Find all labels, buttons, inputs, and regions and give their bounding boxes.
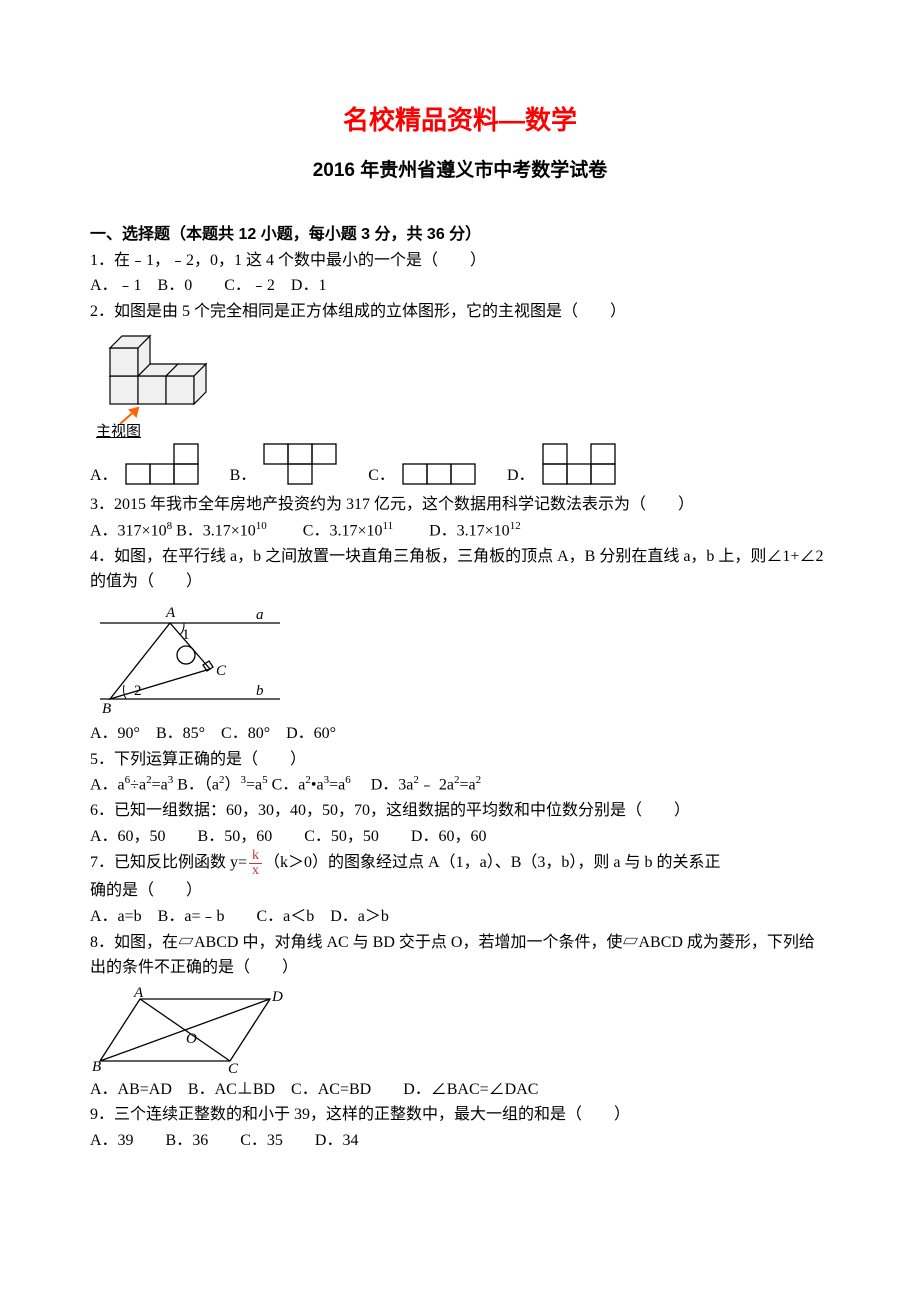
q1-text: 1．在﹣1，﹣2，0，1 这 4 个数中最小的一个是（ ） — [90, 248, 830, 274]
triangle-lines-icon: A B C a b 1 2 — [90, 599, 290, 719]
q7-options: A．a=b B．a=﹣b C．a＜b D．a＞b — [90, 904, 830, 930]
q4-figure: A B C a b 1 2 — [90, 599, 830, 719]
opt-label: B． — [230, 463, 257, 489]
txt: =a — [460, 777, 476, 794]
sup: 6 — [345, 774, 351, 786]
q5-b: B．（a — [177, 777, 219, 794]
title-sub: 2016 年贵州省遵义市中考数学试卷 — [90, 156, 830, 186]
q8-options: A．AB=AD B．AC⊥BD C．AC=BD D．∠BAC=∠DAC — [90, 1077, 830, 1103]
front-view-label: 主视图 — [96, 423, 141, 438]
q9-text: 9．三个连续正整数的和小于 39，这样的正整数中，最大一组的和是（ ） — [90, 1102, 830, 1128]
q4-text: 4．如图，在平行线 a，b 之间放置一块直角三角板，三角板的顶点 A，B 分别在… — [90, 544, 830, 595]
sup: 3 — [168, 774, 174, 786]
frac-den: x — [249, 864, 262, 878]
txt: ﹣ 2a — [419, 777, 454, 794]
q7-suffix: （k＞0）的图象经过点 A（1，a）、B（3，b），则 a 与 b 的关系正 — [264, 855, 720, 872]
svg-text:B: B — [92, 1059, 101, 1075]
sup: 11 — [383, 520, 394, 532]
q6-text: 6．已知一组数据：60，30，40，50，70，这组数据的平均数和中位数分别是（… — [90, 798, 830, 824]
q2-opt-c: C． — [368, 462, 479, 488]
q5-d: D．3a — [355, 777, 414, 794]
q7-prefix: 7．已知反比例函数 y= — [90, 855, 247, 872]
q2-main-figure: 主视图 — [90, 328, 830, 438]
opt-label: A． — [90, 463, 118, 489]
q2-opt-d: D． — [507, 442, 619, 488]
sup: 10 — [256, 520, 267, 532]
q3-text: 3．2015 年我市全年房地产投资约为 317 亿元，这个数据用科学记数法表示为… — [90, 492, 830, 518]
q2-text: 2．如图是由 5 个完全相同是正方体组成的立体图形，它的主视图是（ ） — [90, 299, 830, 325]
section-header: 一、选择题（本题共 12 小题，每小题 3 分，共 36 分） — [90, 222, 830, 248]
q2-options: A． B． C． — [90, 442, 830, 488]
q8-figure: A D B C O — [90, 985, 830, 1075]
q3-b: B．3.17×10 — [176, 522, 256, 539]
q6-options: A．60，50 B．50，60 C．50，50 D．60，60 — [90, 824, 830, 850]
svg-text:C: C — [228, 1061, 239, 1075]
svg-text:A: A — [133, 985, 144, 1001]
grid-icon — [399, 462, 479, 488]
svg-text:b: b — [256, 683, 264, 699]
exam-page: 名校精品资料—数学 2016 年贵州省遵义市中考数学试卷 一、选择题（本题共 1… — [0, 0, 920, 1214]
sup: 2 — [476, 774, 482, 786]
txt: ÷a — [130, 777, 146, 794]
sup: 8 — [167, 520, 173, 532]
txt: ） — [224, 777, 240, 794]
q2-opt-a: A． — [90, 442, 202, 488]
q4-options: A．90° B．85° C．80° D．60° — [90, 721, 830, 747]
q8-text: 8．如图，在▱ABCD 中，对角线 AC 与 BD 交于点 O，若增加一个条件，… — [90, 930, 830, 981]
opt-label: C． — [368, 463, 395, 489]
svg-text:O: O — [186, 1031, 197, 1047]
q3-a: A．317×10 — [90, 522, 167, 539]
grid-icon — [122, 442, 202, 488]
svg-text:2: 2 — [134, 683, 142, 699]
cube-figure-icon: 主视图 — [90, 328, 240, 438]
txt: =a — [329, 777, 345, 794]
fraction-icon: kx — [249, 849, 262, 878]
svg-text:B: B — [102, 701, 111, 717]
txt: =a — [152, 777, 168, 794]
q1-options: A．﹣1 B．0 C．﹣2 D．1 — [90, 273, 830, 299]
svg-text:C: C — [216, 663, 227, 679]
q5-text: 5．下列运算正确的是（ ） — [90, 747, 830, 773]
q5-c: C．a — [272, 777, 306, 794]
q3-options: A．317×108 B．3.17×1010 C．3.17×1011 D．3.17… — [90, 518, 830, 544]
txt: •a — [311, 777, 324, 794]
grid-icon — [539, 442, 619, 488]
q7-line2: 确的是（ ） — [90, 878, 830, 904]
grid-icon — [260, 442, 340, 488]
svg-text:A: A — [165, 605, 176, 621]
sup: 5 — [262, 774, 268, 786]
q7-line1: 7．已知反比例函数 y=kx（k＞0）的图象经过点 A（1，a）、B（3，b），… — [90, 849, 830, 878]
title-main: 名校精品资料—数学 — [90, 100, 830, 142]
sup: 12 — [510, 520, 521, 532]
parallelogram-icon: A D B C O — [90, 985, 290, 1075]
opt-label: D． — [507, 463, 535, 489]
frac-num: k — [249, 849, 262, 864]
q2-opt-b: B． — [230, 442, 341, 488]
q3-d: D．3.17×10 — [397, 522, 510, 539]
q3-c: C．3.17×10 — [271, 522, 383, 539]
q9-options: A．39 B．36 C．35 D．34 — [90, 1128, 830, 1154]
q5-a: A．a — [90, 777, 125, 794]
svg-text:a: a — [256, 607, 264, 623]
q5-options: A．a6÷a2=a3 B．（a2）3=a5 C．a2•a3=a6 D．3a2﹣ … — [90, 772, 830, 798]
txt: =a — [246, 777, 262, 794]
svg-text:D: D — [271, 989, 283, 1005]
